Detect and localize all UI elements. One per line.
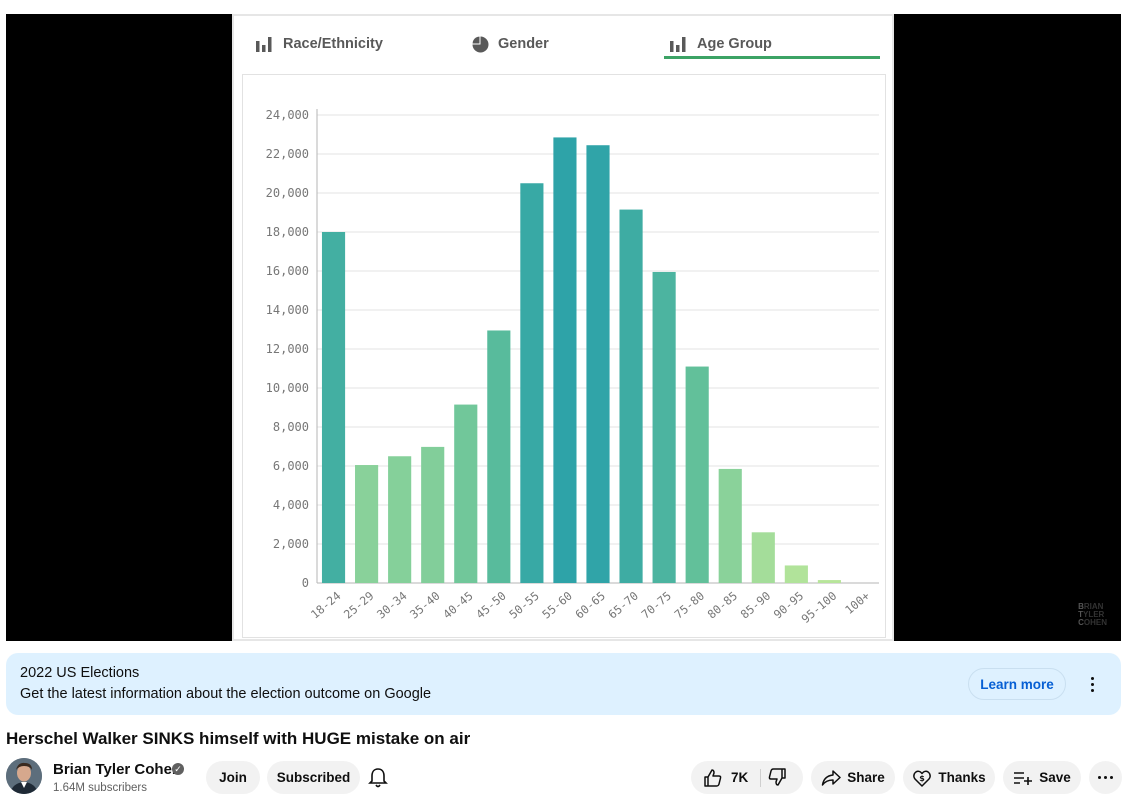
dislike-button[interactable]	[767, 767, 787, 787]
video-frame: Race/Ethnicity Gender Age Group 0 2,000 4,…	[232, 14, 894, 641]
like-dislike-group: 7K	[691, 761, 803, 794]
chart-svg: 0 2,000 4,000 6,000 8,000 10,000 12,000 14,000 1…	[266, 108, 879, 626]
more-horiz-icon	[1098, 776, 1113, 779]
bar	[454, 404, 478, 583]
bar-chart-icon	[256, 37, 272, 52]
bar	[784, 565, 808, 583]
notification-bell-icon[interactable]	[368, 767, 388, 794]
bar	[718, 468, 742, 583]
x-tick-label: 50-55	[506, 589, 542, 622]
bar	[751, 532, 775, 583]
share-icon	[821, 769, 841, 786]
x-tick-label: 75-80	[672, 589, 708, 622]
subscriber-count: 1.64M subscribers	[53, 782, 147, 794]
pie-chart-icon	[472, 36, 489, 52]
tab-label: Age Group	[697, 36, 772, 52]
bar	[355, 465, 379, 583]
tab-age-group: Age Group	[670, 26, 772, 62]
channel-watermark: BRIAN TYLER COHEN	[1078, 602, 1107, 627]
y-tick-label: 4,000	[273, 498, 309, 512]
y-tick-label: 12,000	[266, 342, 309, 356]
info-panel: 2022 US Elections Get the latest informa…	[6, 653, 1121, 715]
bar	[553, 137, 577, 584]
y-tick-label: 10,000	[266, 381, 309, 395]
tab-label: Gender	[498, 36, 549, 52]
x-tick-label: 55-60	[539, 589, 575, 622]
bar	[652, 271, 676, 583]
playlist-add-icon	[1014, 771, 1033, 785]
share-label: Share	[847, 770, 885, 785]
save-button[interactable]: Save	[1003, 761, 1081, 794]
x-tick-label: 25-29	[341, 589, 377, 622]
video-title: Herschel Walker SINKS himself with HUGE …	[6, 729, 471, 748]
verified-icon: ✓	[172, 763, 184, 775]
bar	[817, 580, 841, 583]
like-divider	[760, 769, 761, 787]
tab-label: Race/Ethnicity	[283, 36, 383, 52]
tab-race-ethnicity: Race/Ethnicity	[256, 26, 383, 62]
video-player[interactable]: Race/Ethnicity Gender Age Group 0 2,000 4,…	[6, 14, 1121, 641]
like-count: 7K	[731, 770, 749, 785]
more-vert-icon[interactable]	[1082, 671, 1102, 697]
y-tick-label: 20,000	[266, 186, 309, 200]
channel-avatar[interactable]	[6, 758, 42, 794]
bar	[421, 446, 445, 583]
bar	[388, 456, 412, 583]
avatar-image	[6, 758, 42, 794]
info-panel-subtitle: Get the latest information about the ele…	[20, 686, 432, 702]
thanks-label: Thanks	[938, 770, 986, 785]
x-tick-label: 65-70	[605, 589, 641, 622]
learn-more-button[interactable]: Learn more	[968, 668, 1066, 700]
bar	[520, 183, 544, 583]
channel-name[interactable]: Brian Tyler Cohen	[53, 761, 182, 778]
y-tick-label: 0	[302, 576, 309, 590]
x-tick-label: 60-65	[572, 589, 608, 622]
share-button[interactable]: Share	[811, 761, 895, 794]
x-tick-label: 18-24	[308, 589, 344, 622]
y-tick-label: 14,000	[266, 303, 309, 317]
x-tick-label: 85-90	[738, 589, 774, 622]
x-tick-label: 40-45	[440, 589, 476, 622]
bar-chart-icon	[670, 37, 686, 52]
x-tick-label: 100+	[842, 589, 872, 618]
y-tick-label: 24,000	[266, 108, 309, 122]
y-tick-label: 6,000	[273, 459, 309, 473]
x-tick-label: 80-85	[705, 589, 741, 622]
x-tick-label: 95-100	[799, 589, 840, 626]
tab-selected-indicator	[664, 56, 880, 59]
x-tick-label: 70-75	[639, 589, 675, 622]
y-tick-label: 2,000	[273, 537, 309, 551]
bar	[619, 209, 643, 583]
y-tick-label: 16,000	[266, 264, 309, 278]
thumb-up-icon	[704, 768, 722, 787]
subscribed-button[interactable]: Subscribed	[267, 761, 360, 794]
join-button[interactable]: Join	[206, 761, 260, 794]
thanks-icon: $	[913, 770, 932, 787]
y-tick-label: 8,000	[273, 420, 309, 434]
info-panel-title: 2022 US Elections	[20, 665, 140, 681]
like-button[interactable]: 7K	[703, 768, 748, 788]
age-group-chart: 0 2,000 4,000 6,000 8,000 10,000 12,000 14,000 1…	[242, 74, 886, 638]
thanks-button[interactable]: $ Thanks	[903, 761, 995, 794]
bar	[586, 145, 610, 583]
x-tick-label: 30-34	[374, 589, 410, 622]
y-tick-label: 18,000	[266, 225, 309, 239]
x-tick-label: 35-40	[407, 589, 443, 622]
tab-gender: Gender	[472, 26, 549, 62]
bar	[685, 366, 709, 583]
save-label: Save	[1039, 770, 1071, 785]
x-tick-label: 45-50	[473, 589, 509, 622]
more-actions-button[interactable]	[1089, 761, 1122, 794]
bar	[487, 330, 511, 583]
y-tick-label: 22,000	[266, 147, 309, 161]
bar	[321, 232, 346, 583]
svg-text:$: $	[920, 774, 926, 783]
thumb-down-icon	[768, 768, 786, 786]
